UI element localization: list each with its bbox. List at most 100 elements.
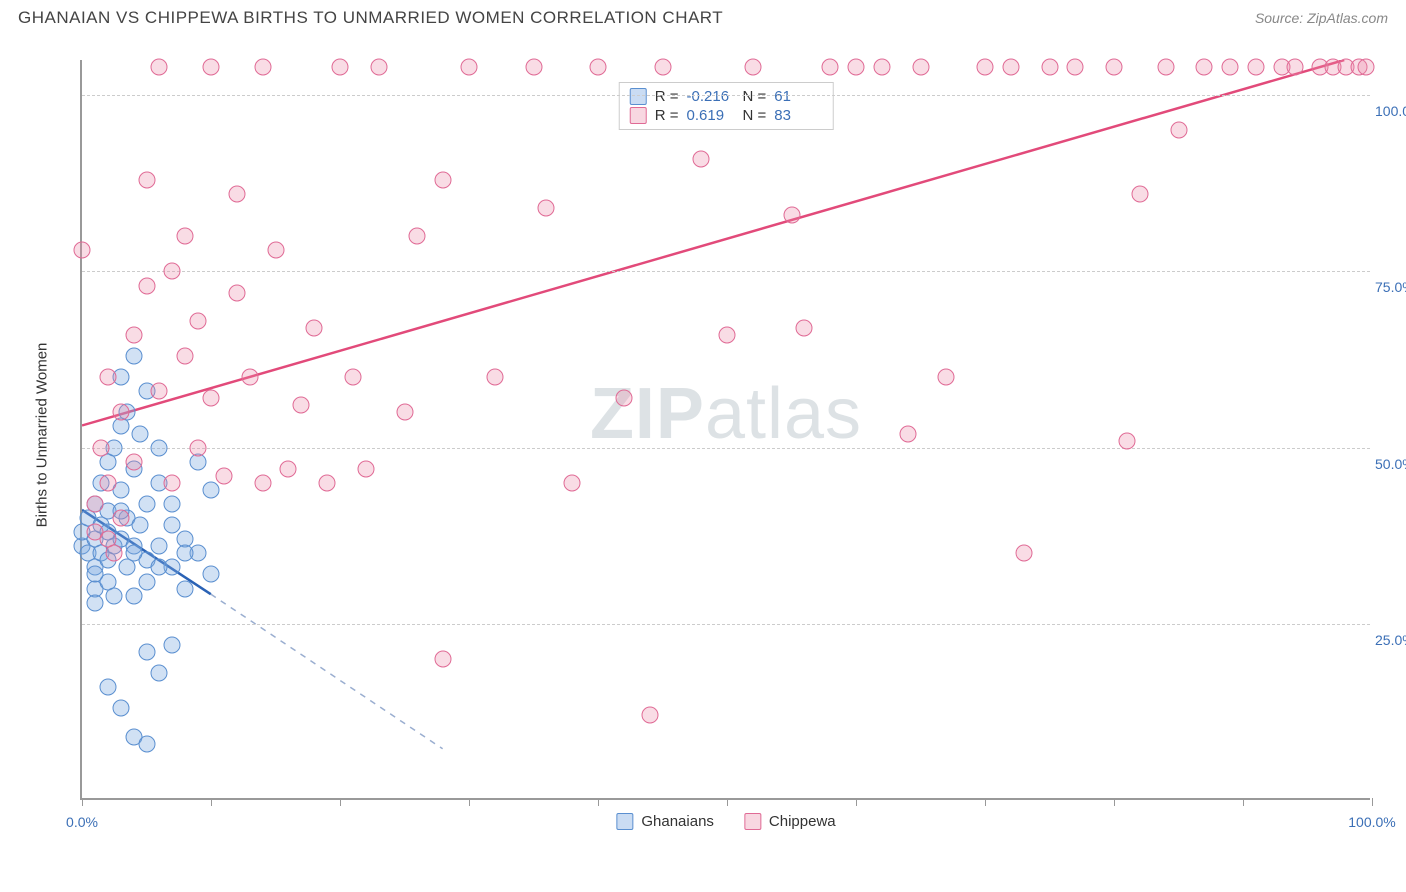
data-point	[164, 517, 181, 534]
stat-n-value-1: 61	[774, 88, 822, 105]
trend-lines-layer	[82, 60, 1370, 798]
chart-header: GHANAIAN VS CHIPPEWA BIRTHS TO UNMARRIED…	[0, 0, 1406, 32]
data-point	[1015, 545, 1032, 562]
data-point	[693, 150, 710, 167]
data-point	[912, 59, 929, 76]
data-point	[1067, 59, 1084, 76]
watermark-text: ZIPatlas	[590, 373, 862, 455]
data-point	[132, 425, 149, 442]
stat-r-value-1: -0.216	[687, 88, 735, 105]
data-point	[267, 242, 284, 259]
source-attribution: Source: ZipAtlas.com	[1255, 10, 1388, 26]
x-tick-label: 100.0%	[1348, 814, 1395, 830]
legend-stats-row-2: R = 0.619 N = 83	[630, 106, 823, 125]
x-tick-label: 0.0%	[66, 814, 98, 830]
data-point	[132, 517, 149, 534]
data-point	[654, 59, 671, 76]
swatch-series-2	[744, 813, 761, 830]
data-point	[151, 383, 168, 400]
plot-area: ZIPatlas R = -0.216 N = 61 R = 0.619 N =…	[80, 60, 1370, 800]
data-point	[99, 369, 116, 386]
data-point	[370, 59, 387, 76]
data-point	[357, 460, 374, 477]
data-point	[138, 277, 155, 294]
legend-item-2: Chippewa	[744, 813, 836, 830]
data-point	[938, 369, 955, 386]
data-point	[293, 397, 310, 414]
data-point	[1002, 59, 1019, 76]
data-point	[525, 59, 542, 76]
source-name: ZipAtlas.com	[1307, 10, 1388, 26]
data-point	[125, 453, 142, 470]
data-point	[74, 242, 91, 259]
data-point	[228, 284, 245, 301]
data-point	[86, 566, 103, 583]
x-tick	[1372, 798, 1373, 806]
bottom-legend: Ghanaians Chippewa	[616, 813, 835, 830]
data-point	[409, 228, 426, 245]
data-point	[106, 545, 123, 562]
data-point	[106, 587, 123, 604]
data-point	[280, 460, 297, 477]
gridline	[82, 95, 1370, 96]
legend-stats-row-1: R = -0.216 N = 61	[630, 87, 823, 106]
gridline	[82, 448, 1370, 449]
data-point	[190, 439, 207, 456]
data-point	[138, 644, 155, 661]
chart-title: GHANAIAN VS CHIPPEWA BIRTHS TO UNMARRIED…	[18, 8, 723, 28]
legend-item-1: Ghanaians	[616, 813, 714, 830]
data-point	[151, 59, 168, 76]
data-point	[1157, 59, 1174, 76]
swatch-series-1	[630, 88, 647, 105]
legend-stats-box: R = -0.216 N = 61 R = 0.619 N = 83	[619, 82, 834, 130]
data-point	[215, 467, 232, 484]
stat-n-label: N =	[743, 88, 767, 105]
data-point	[1131, 185, 1148, 202]
stat-n-label: N =	[743, 107, 767, 124]
data-point	[112, 510, 129, 527]
x-tick	[82, 798, 83, 806]
data-point	[164, 636, 181, 653]
data-point	[1118, 432, 1135, 449]
data-point	[1247, 59, 1264, 76]
data-point	[783, 207, 800, 224]
data-point	[241, 369, 258, 386]
data-point	[164, 496, 181, 513]
data-point	[203, 59, 220, 76]
stat-r-label: R =	[655, 88, 679, 105]
data-point	[151, 538, 168, 555]
data-point	[641, 707, 658, 724]
data-point	[177, 228, 194, 245]
data-point	[822, 59, 839, 76]
data-point	[151, 559, 168, 576]
data-point	[848, 59, 865, 76]
data-point	[203, 566, 220, 583]
data-point	[1041, 59, 1058, 76]
data-point	[99, 679, 116, 696]
data-point	[203, 481, 220, 498]
data-point	[796, 319, 813, 336]
data-point	[344, 369, 361, 386]
data-point	[319, 474, 336, 491]
data-point	[1286, 59, 1303, 76]
data-point	[190, 312, 207, 329]
x-tick	[340, 798, 341, 806]
gridline	[82, 624, 1370, 625]
data-point	[151, 439, 168, 456]
data-point	[435, 651, 452, 668]
data-point	[125, 545, 142, 562]
data-point	[977, 59, 994, 76]
data-point	[86, 594, 103, 611]
gridline	[82, 271, 1370, 272]
x-tick	[985, 798, 986, 806]
x-tick	[598, 798, 599, 806]
data-point	[151, 665, 168, 682]
data-point	[112, 700, 129, 717]
swatch-series-2	[630, 107, 647, 124]
data-point	[306, 319, 323, 336]
y-axis-label: Births to Unmarried Women	[34, 343, 51, 528]
x-tick	[856, 798, 857, 806]
data-point	[138, 171, 155, 188]
y-tick-label: 75.0%	[1375, 279, 1406, 295]
data-point	[138, 735, 155, 752]
